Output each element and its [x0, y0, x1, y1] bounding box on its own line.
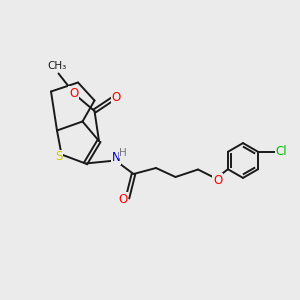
- Text: O: O: [112, 91, 121, 104]
- Text: O: O: [69, 86, 78, 100]
- Text: O: O: [213, 173, 222, 187]
- Text: H: H: [119, 148, 127, 158]
- Text: S: S: [55, 150, 62, 164]
- Text: CH₃: CH₃: [47, 61, 67, 70]
- Text: N: N: [112, 151, 121, 164]
- Text: Cl: Cl: [275, 145, 287, 158]
- Text: O: O: [118, 193, 127, 206]
